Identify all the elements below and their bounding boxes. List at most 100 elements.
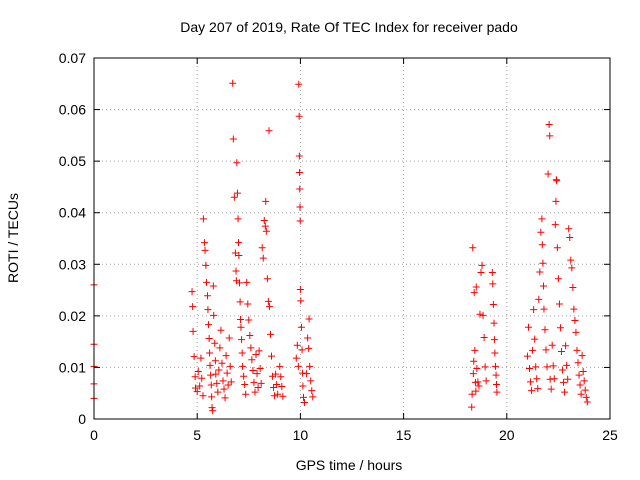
data-point <box>582 393 590 401</box>
data-point <box>526 364 534 372</box>
data-point <box>299 393 307 401</box>
data-point <box>537 228 545 236</box>
data-point <box>204 292 212 300</box>
data-point <box>234 215 242 223</box>
data-point <box>565 225 573 233</box>
data-point <box>490 319 498 327</box>
data-point <box>257 379 265 387</box>
data-point <box>217 326 225 334</box>
data-point <box>475 382 483 390</box>
data-point <box>469 370 477 378</box>
data-point <box>270 384 278 392</box>
data-point <box>469 244 477 252</box>
data-point <box>207 381 215 389</box>
data-point <box>239 362 247 370</box>
data-point <box>301 398 309 406</box>
data-point <box>266 330 274 338</box>
data-point <box>245 316 253 324</box>
data-point <box>292 354 300 362</box>
data-point <box>274 390 282 398</box>
data-point <box>251 388 259 396</box>
data-point <box>488 269 496 277</box>
data-point <box>223 369 231 377</box>
data-point <box>490 336 498 344</box>
data-point <box>261 222 269 230</box>
data-point <box>258 244 266 252</box>
data-point <box>491 362 499 370</box>
data-point <box>296 203 304 211</box>
data-point <box>199 215 207 223</box>
y-tick-label: 0.06 <box>59 102 86 118</box>
data-point <box>247 344 255 352</box>
data-point <box>556 324 564 332</box>
data-point <box>268 352 276 360</box>
data-point <box>562 342 570 350</box>
data-point <box>221 394 229 402</box>
data-point <box>218 359 226 367</box>
data-point <box>199 392 207 400</box>
data-point <box>278 383 286 391</box>
plot-area-frame <box>93 57 611 420</box>
data-point <box>527 378 535 386</box>
data-point <box>555 300 563 308</box>
grid-lines <box>94 58 610 419</box>
y-tick-label: 0.04 <box>59 205 86 221</box>
data-point <box>309 393 317 401</box>
data-point <box>528 387 536 395</box>
data-point <box>523 352 531 360</box>
data-point <box>196 382 204 390</box>
data-point <box>577 390 585 398</box>
y-tick-label: 0.02 <box>59 308 86 324</box>
data-point <box>296 168 304 176</box>
data-point <box>209 282 217 290</box>
data-point <box>566 233 574 241</box>
data-point <box>229 79 237 87</box>
data-point <box>190 353 198 361</box>
data-point <box>571 316 579 324</box>
data-point <box>559 366 567 374</box>
data-point <box>249 367 257 375</box>
data-point <box>271 392 279 400</box>
data-point <box>229 135 237 143</box>
data-point <box>541 326 549 334</box>
data-point <box>206 349 214 357</box>
data-point <box>198 374 206 382</box>
data-point <box>238 349 246 357</box>
data-point <box>473 364 481 372</box>
data-point <box>480 334 488 342</box>
data-point <box>563 361 571 369</box>
data-point <box>262 227 270 235</box>
data-point <box>492 371 500 379</box>
x-tick-label: 0 <box>90 427 98 443</box>
data-point <box>255 347 263 355</box>
data-point <box>530 306 538 314</box>
data-point <box>201 246 209 254</box>
data-point <box>531 335 539 343</box>
data-point <box>204 306 212 314</box>
data-point <box>579 368 587 376</box>
data-point <box>265 127 273 135</box>
data-point <box>248 356 256 364</box>
data-point <box>472 283 480 291</box>
axis-ticks: 0 5 10 15 20 25 0 0.01 0.02 0.03 0.04 0.05 0.06 0.07 <box>59 50 618 443</box>
data-point <box>470 357 478 365</box>
data-point <box>478 261 486 269</box>
data-point <box>211 339 219 347</box>
data-point <box>206 361 214 369</box>
data-point <box>491 349 499 357</box>
data-point <box>569 283 577 291</box>
data-point <box>216 344 224 352</box>
y-tick-label: 0.03 <box>59 256 86 272</box>
data-point <box>534 385 542 393</box>
data-point <box>307 377 315 385</box>
data-point <box>205 335 213 343</box>
data-point <box>545 121 553 129</box>
data-point <box>202 261 210 269</box>
data-point <box>560 378 568 386</box>
data-point <box>277 373 285 381</box>
data-point <box>294 362 302 370</box>
data-point <box>575 371 583 379</box>
data-point <box>489 301 497 309</box>
data-point <box>236 279 244 287</box>
